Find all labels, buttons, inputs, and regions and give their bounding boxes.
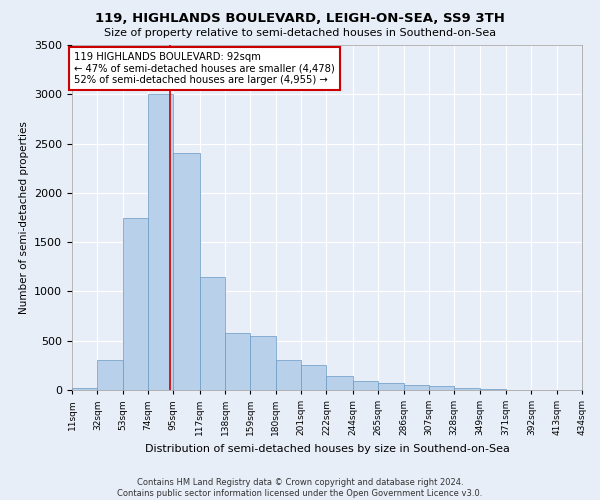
X-axis label: Distribution of semi-detached houses by size in Southend-on-Sea: Distribution of semi-detached houses by … [145,444,509,454]
Bar [378,383,404,390]
Bar [454,388,479,390]
Text: Size of property relative to semi-detached houses in Southend-on-Sea: Size of property relative to semi-detach… [104,28,496,38]
Bar [353,380,378,390]
Bar [148,94,173,390]
Text: 119, HIGHLANDS BOULEVARD, LEIGH-ON-SEA, SS9 3TH: 119, HIGHLANDS BOULEVARD, LEIGH-ON-SEA, … [95,12,505,26]
Bar [250,336,276,390]
Bar [225,333,250,390]
Bar [72,388,97,390]
Bar [429,386,454,390]
Bar [404,384,429,390]
Text: 119 HIGHLANDS BOULEVARD: 92sqm
← 47% of semi-detached houses are smaller (4,478): 119 HIGHLANDS BOULEVARD: 92sqm ← 47% of … [74,52,335,85]
Bar [326,376,353,390]
Y-axis label: Number of semi-detached properties: Number of semi-detached properties [19,121,29,314]
Bar [122,218,148,390]
Bar [301,366,326,390]
Bar [479,389,506,390]
Text: Contains HM Land Registry data © Crown copyright and database right 2024.
Contai: Contains HM Land Registry data © Crown c… [118,478,482,498]
Bar [173,154,200,390]
Bar [200,276,225,390]
Bar [276,360,301,390]
Bar [97,360,122,390]
